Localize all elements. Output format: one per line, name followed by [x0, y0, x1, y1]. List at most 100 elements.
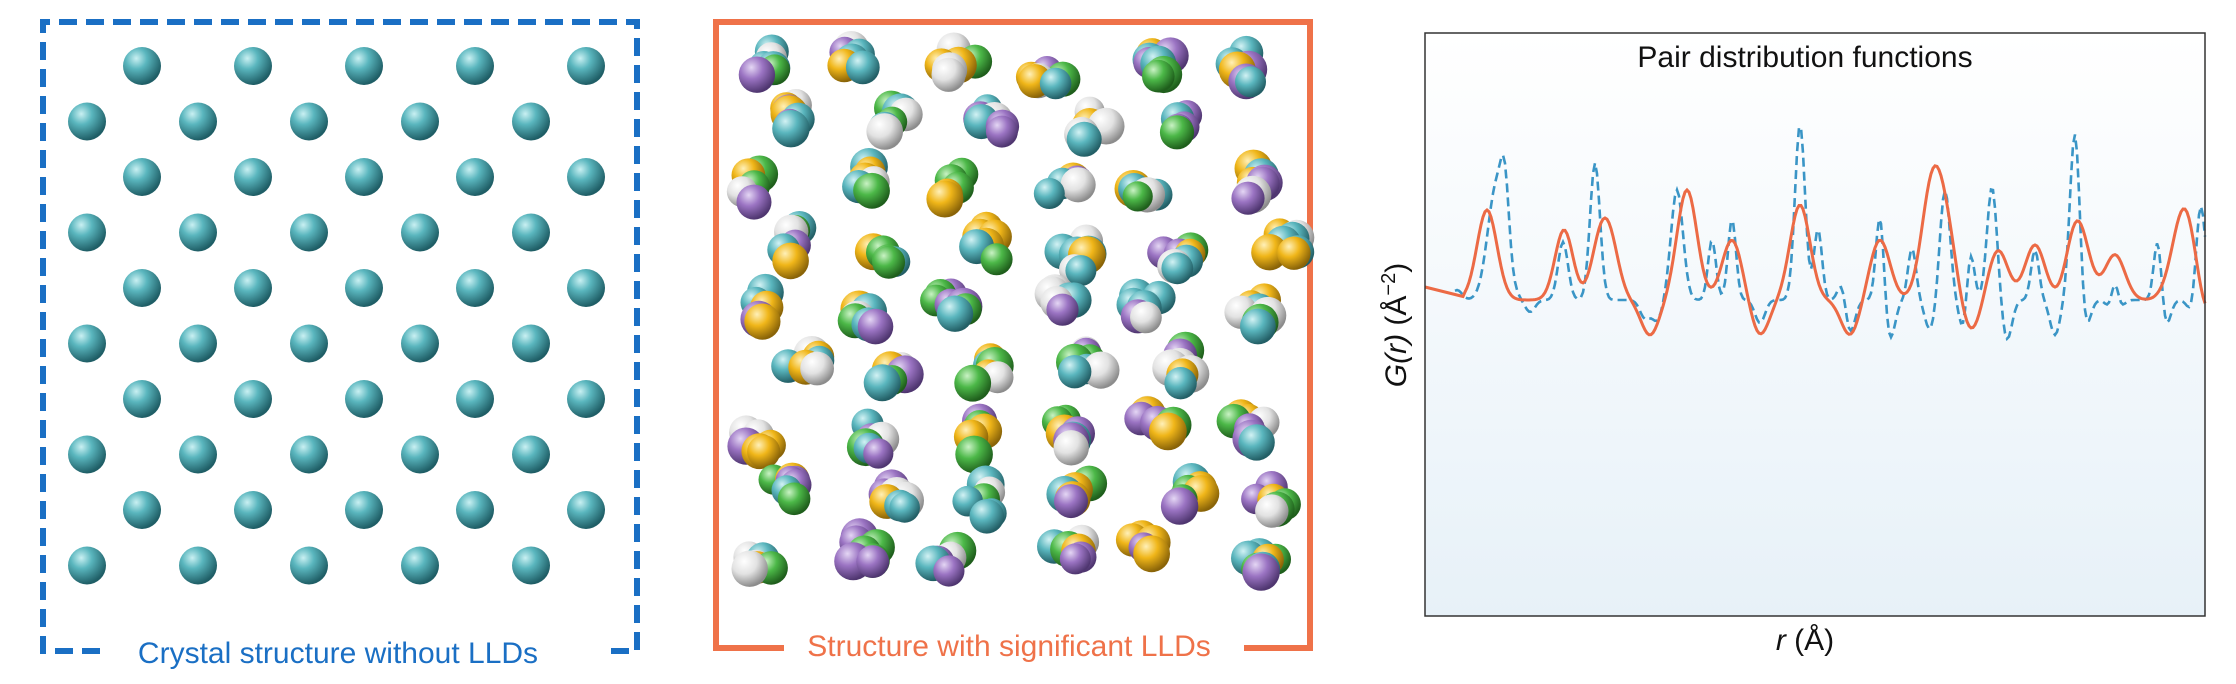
cluster-atom — [955, 435, 993, 474]
cluster-atom — [1149, 412, 1187, 451]
cluster-atom — [1238, 424, 1275, 461]
crystal-atom — [290, 435, 328, 474]
cluster-atom — [738, 56, 776, 93]
crystal-atom — [512, 213, 550, 252]
crystal-atom — [179, 324, 217, 363]
crystal-atom — [123, 269, 161, 307]
cluster-atom — [1160, 487, 1199, 525]
crystal-atom — [345, 269, 383, 307]
crystal-atom — [68, 324, 106, 363]
crystal-atom — [179, 546, 217, 585]
cluster-atom — [800, 351, 834, 386]
cluster-atom — [1054, 484, 1088, 519]
cluster-atom — [969, 499, 1005, 534]
crystal-atom — [179, 102, 217, 141]
crystal-atom — [234, 47, 272, 85]
crystal-atom — [512, 546, 550, 585]
cluster-atom — [1066, 121, 1102, 157]
cluster-atom — [1142, 59, 1175, 93]
crystal-atom — [512, 102, 550, 141]
cluster-atom — [1046, 293, 1079, 326]
cluster-atom — [772, 242, 809, 280]
pdf-chart-panel: Pair distribution functions r (Å) G(r) (… — [1360, 0, 2236, 684]
crystal-atom — [401, 213, 439, 252]
crystal-atom — [456, 47, 494, 85]
crystal-atom — [456, 158, 494, 196]
crystal-atom — [234, 491, 272, 529]
crystal-atom — [345, 158, 383, 196]
cluster-atom — [931, 57, 966, 92]
cluster-atoms — [726, 31, 1315, 591]
crystal-frame — [40, 19, 640, 654]
cluster-atom — [985, 115, 1018, 148]
cluster-atom — [854, 172, 890, 209]
crystal-atom — [68, 102, 106, 141]
crystal-atom — [234, 380, 272, 418]
cluster-atom — [872, 245, 906, 279]
crystal-atom — [290, 102, 328, 141]
cluster-atom — [1039, 67, 1072, 100]
cluster-atom — [777, 482, 811, 516]
crystal-atom — [456, 380, 494, 418]
cluster-atom — [1082, 351, 1120, 389]
crystal-atom — [123, 47, 161, 85]
cluster-atom — [1159, 115, 1195, 150]
cluster-atom — [736, 184, 772, 220]
cluster-atom — [863, 364, 901, 402]
crystal-atom — [567, 269, 605, 307]
crystal-atom — [512, 324, 550, 363]
cluster-atom — [772, 110, 810, 148]
plot-frame — [1424, 32, 2206, 617]
cluster-atom — [1255, 494, 1289, 528]
cluster-atom — [1251, 234, 1288, 271]
crystal-atom — [345, 491, 383, 529]
series-solid-line — [1424, 164, 2207, 337]
cluster-atom — [1130, 301, 1162, 334]
cluster-atom — [1065, 255, 1097, 287]
cluster-atom — [1133, 535, 1170, 573]
crystal-atom — [567, 380, 605, 418]
crystal-atom — [456, 269, 494, 307]
cluster-atom — [1059, 543, 1091, 575]
crystal-atom — [234, 158, 272, 196]
y-axis-label: G(r) (Å−2) — [1378, 263, 1413, 387]
disordered-structure-figure: Structure with significant LLDs — [713, 19, 1315, 663]
pdf-chart: Pair distribution functions r (Å) G(r) (… — [1378, 32, 2207, 657]
crystal-structure-panel: Crystal structure without LLDs — [0, 0, 700, 684]
cluster-atom — [1277, 236, 1311, 270]
cluster-atom — [1053, 430, 1089, 466]
disordered-structure-panel: Structure with significant LLDs — [700, 0, 1360, 684]
crystal-atom — [345, 380, 383, 418]
cluster-atom — [889, 492, 920, 523]
cluster-atom — [1060, 167, 1096, 203]
crystal-atom — [290, 213, 328, 252]
crystal-atom — [401, 102, 439, 141]
cluster-atom — [926, 180, 964, 218]
crystal-structure-figure: Crystal structure without LLDs — [40, 19, 640, 670]
plot-background — [1425, 33, 2205, 616]
crystal-atom — [345, 47, 383, 85]
cluster-atom — [1242, 553, 1280, 591]
cluster-atom — [856, 545, 890, 578]
cluster-atom — [1058, 355, 1092, 389]
series-dashed-line — [1454, 126, 2207, 342]
cluster-atom — [731, 550, 768, 587]
crystal-atom — [290, 324, 328, 363]
cluster-atom — [863, 438, 894, 469]
cluster-atom — [857, 308, 894, 345]
disordered-frame — [713, 19, 1313, 651]
crystal-atom — [567, 491, 605, 529]
crystal-atom — [179, 213, 217, 252]
crystal-atom — [401, 435, 439, 474]
cluster-atom — [845, 50, 880, 85]
cluster-atom — [936, 295, 974, 332]
crystal-atom — [123, 158, 161, 196]
crystal-atom — [290, 546, 328, 585]
cluster-atom — [1161, 252, 1194, 285]
cluster-atom — [747, 435, 781, 469]
cluster-atom — [933, 555, 965, 587]
cluster-atom — [1164, 367, 1197, 400]
x-axis-label: r (Å) — [1776, 624, 1834, 657]
cluster-atom — [1033, 178, 1065, 209]
cluster-atom — [980, 243, 1013, 276]
